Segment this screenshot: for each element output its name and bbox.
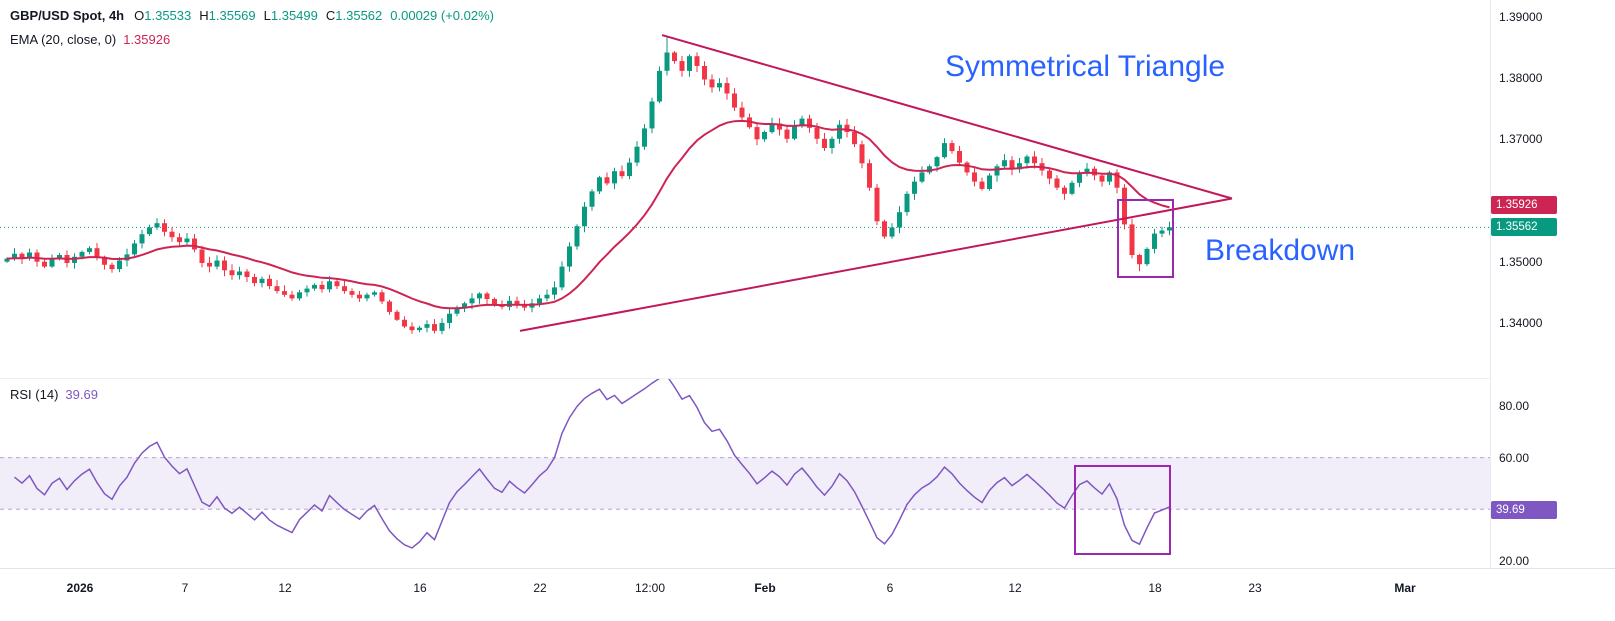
price-axis-label: 1.38000 — [1499, 71, 1543, 86]
time-axis-label: 6 — [886, 581, 894, 595]
price-pane-canvas[interactable] — [0, 0, 1490, 379]
rsi-line — [14, 379, 1170, 549]
time-axis-label: Mar — [1394, 581, 1416, 595]
time-axis-label: 12:00 — [634, 581, 666, 595]
rsi-axis-label: 80.00 — [1499, 398, 1530, 413]
ema-line — [6, 119, 1170, 310]
time-axis-label: Feb — [754, 581, 776, 595]
ohlc-low: L1.35499 — [264, 8, 318, 23]
time-axis-label: 18 — [1148, 581, 1162, 595]
ema-indicator-label[interactable]: EMA (20, close, 0) — [10, 32, 117, 47]
price-axis-label: 1.37000 — [1499, 132, 1543, 147]
rsi-value-badge: 39.69 — [1491, 501, 1557, 520]
price-axis-label: 1.35000 — [1499, 254, 1543, 269]
ohlc-low-value: 1.35499 — [270, 8, 318, 23]
symbol-legend: GBP/USD Spot, 4h O1.35533 H1.35569 L1.35… — [10, 8, 494, 23]
breakdown-highlight-box — [1117, 199, 1174, 278]
ohlc-open-label: O — [134, 8, 145, 23]
ohlc-high: H1.35569 — [199, 8, 255, 23]
ohlc-high-label: H — [199, 8, 209, 23]
ohlc-low-label: L — [263, 8, 271, 23]
time-axis-label: 16 — [413, 581, 427, 595]
time-axis-label: 22 — [533, 581, 547, 595]
rsi-highlight-box — [1074, 465, 1171, 555]
rsi-pane-canvas[interactable] — [0, 379, 1490, 568]
price-scale-axis[interactable]: 1.39000 1.38000 1.37000 1.35000 1.34000 80.00… — [1490, 0, 1615, 568]
triangle-lower-trendline — [519, 197, 1233, 332]
time-axis-label: 2026 — [66, 581, 94, 595]
ohlc-close-label: C — [325, 8, 336, 23]
time-scale-axis[interactable]: 2026 7 12 16 22 12:00 Feb 6 12 18 23 Mar — [0, 568, 1615, 621]
price-axis-label: 1.39000 — [1499, 10, 1543, 25]
ohlc-close: C1.35562 — [326, 8, 382, 23]
time-axis-label: 12 — [278, 581, 292, 595]
price-axis-label: 1.34000 — [1499, 315, 1543, 330]
triangle-upper-trendline — [661, 34, 1233, 200]
rsi-axis-label: 20.00 — [1499, 554, 1530, 569]
time-axis-label: 23 — [1248, 581, 1262, 595]
change-value: 0.00029 (+0.02%) — [390, 8, 494, 23]
ohlc-open-value: 1.35533 — [144, 8, 192, 23]
ohlc-high-value: 1.35569 — [208, 8, 256, 23]
time-axis-label: 12 — [1008, 581, 1022, 595]
last-price-badge: 1.35562 — [1491, 218, 1557, 237]
rsi-legend: RSI (14) 39.69 — [10, 387, 98, 402]
ema-price-badge: 1.35926 — [1491, 196, 1557, 215]
ema-indicator-value: 1.35926 — [123, 32, 171, 47]
symmetrical-triangle-text-annotation[interactable]: Symmetrical Triangle — [945, 50, 1226, 83]
rsi-axis-label: 60.00 — [1499, 450, 1530, 465]
time-axis-label: 7 — [181, 581, 189, 595]
breakdown-text-annotation[interactable]: Breakdown — [1205, 234, 1356, 267]
ohlc-close-value: 1.35562 — [335, 8, 383, 23]
rsi-band — [0, 457, 1490, 510]
pane-separator[interactable] — [0, 378, 1615, 379]
rsi-indicator-value: 39.69 — [65, 387, 98, 402]
symbol-title[interactable]: GBP/USD Spot, 4h — [10, 8, 125, 23]
ema-legend: EMA (20, close, 0) 1.35926 — [10, 32, 170, 47]
rsi-indicator-label[interactable]: RSI (14) — [10, 387, 59, 402]
ohlc-open: O1.35533 — [134, 8, 191, 23]
